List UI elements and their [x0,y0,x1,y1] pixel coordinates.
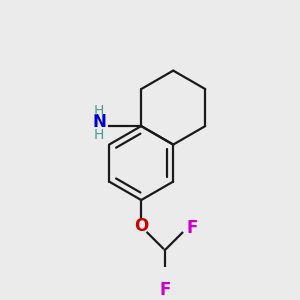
Text: H: H [94,104,104,118]
Text: F: F [187,219,198,237]
Text: O: O [134,218,148,236]
Text: F: F [159,281,170,299]
Text: H: H [94,128,104,142]
Text: N: N [92,113,106,131]
